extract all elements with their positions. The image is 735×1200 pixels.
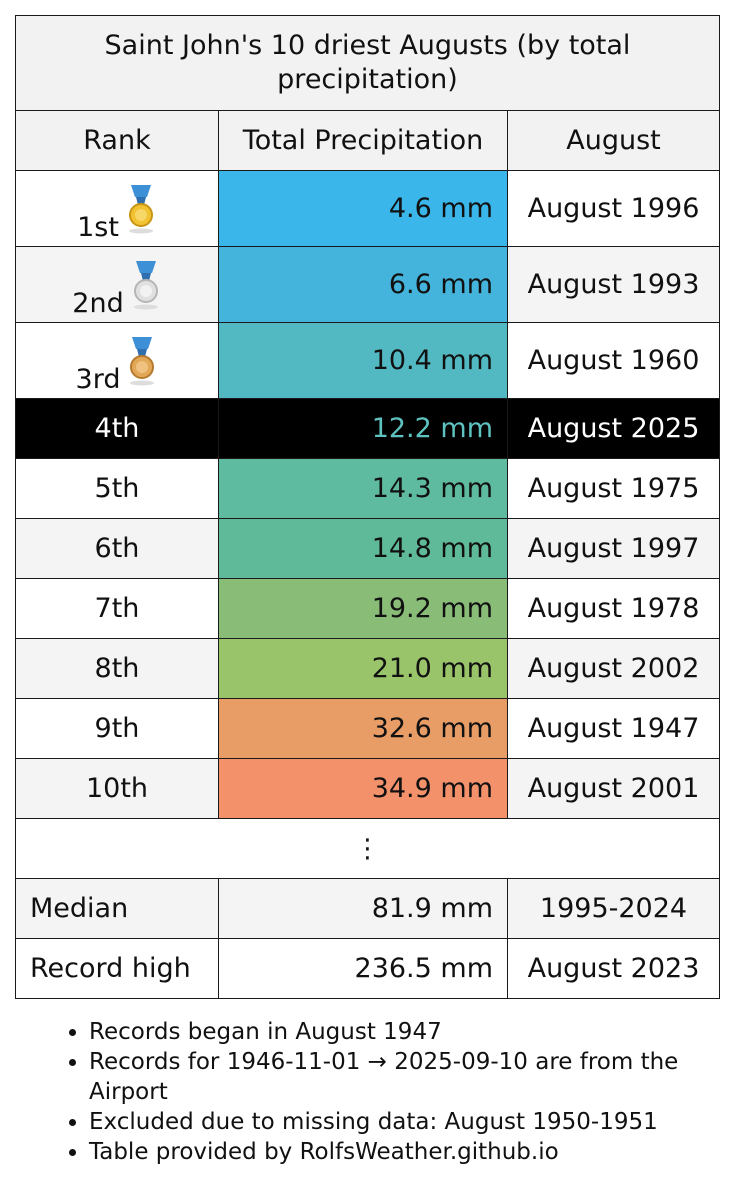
precipitation-cell: 19.2 mm — [218, 578, 508, 639]
footnote-item: Excluded due to missing data: August 195… — [89, 1107, 729, 1137]
table-row: 7th 19.2 mm August 1978 — [15, 578, 720, 639]
summary-precipitation: 236.5 mm — [218, 938, 508, 999]
rank-label: 3rd — [75, 363, 121, 395]
table-row: 8th 21.0 mm August 2002 — [15, 638, 720, 699]
summary-row-record-high: Record high 236.5 mm August 2023 — [15, 938, 720, 999]
month-cell: August 2002 — [507, 638, 720, 699]
summary-period: 1995-2024 — [507, 878, 720, 939]
vertical-ellipsis-icon: ⋮ — [15, 818, 720, 879]
rank-cell: 8th — [15, 638, 219, 699]
month-cell: August 1975 — [507, 458, 720, 519]
rank-cell: 10th — [15, 758, 219, 819]
table-row: 2nd 6.6 mm August 1993 — [15, 246, 720, 323]
rank-cell: 2nd — [15, 246, 219, 323]
precipitation-cell: 12.2 mm — [218, 398, 508, 459]
rank-column-header: Rank — [15, 110, 219, 171]
gold-medal-icon — [128, 184, 153, 233]
precipitation-cell: 21.0 mm — [218, 638, 508, 699]
summary-row-median: Median 81.9 mm 1995-2024 — [15, 878, 720, 939]
precipitation-cell: 4.6 mm — [218, 170, 508, 247]
month-cell: August 2001 — [507, 758, 720, 819]
footnotes-list: Records began in August 1947 Records for… — [15, 1017, 729, 1167]
rank-cell: 9th — [15, 698, 219, 759]
table-row: 10th 34.9 mm August 2001 — [15, 758, 720, 819]
summary-label: Record high — [15, 938, 219, 999]
table-row: 9th 32.6 mm August 1947 — [15, 698, 720, 759]
ellipsis-row: ⋮ — [15, 818, 720, 879]
month-cell: August 1996 — [507, 170, 720, 247]
rank-cell: 7th — [15, 578, 219, 639]
precipitation-column-header: Total Precipitation — [218, 110, 508, 171]
rank-cell: 6th — [15, 518, 219, 579]
precipitation-cell: 32.6 mm — [218, 698, 508, 759]
rank-label: 1st — [77, 211, 119, 243]
table-row: 6th 14.8 mm August 1997 — [15, 518, 720, 579]
rank-cell: 5th — [15, 458, 219, 519]
table-row-highlighted: 4th 12.2 mm August 2025 — [15, 398, 720, 459]
precipitation-cell: 14.3 mm — [218, 458, 508, 519]
month-cell: August 2025 — [507, 398, 720, 459]
driest-augusts-table: Saint John's 10 driest Augusts (by total… — [15, 15, 720, 999]
month-cell: August 1960 — [507, 322, 720, 399]
summary-period: August 2023 — [507, 938, 720, 999]
table-row: 3rd 10.4 mm August 1960 — [15, 322, 720, 399]
footnote-item: Records began in August 1947 — [89, 1017, 729, 1047]
table-row: 1st 4.6 mm August 1996 — [15, 170, 720, 247]
table-row: 5th 14.3 mm August 1975 — [15, 458, 720, 519]
bronze-medal-icon — [130, 336, 155, 385]
summary-precipitation: 81.9 mm — [218, 878, 508, 939]
rank-cell: 4th — [15, 398, 219, 459]
precipitation-cell: 6.6 mm — [218, 246, 508, 323]
precipitation-cell: 34.9 mm — [218, 758, 508, 819]
month-cell: August 1997 — [507, 518, 720, 579]
month-cell: August 1993 — [507, 246, 720, 323]
rank-cell: 3rd — [15, 322, 219, 399]
summary-label: Median — [15, 878, 219, 939]
footnote-item: Records for 1946-11-01 → 2025-09-10 are … — [89, 1047, 729, 1107]
table-title: Saint John's 10 driest Augusts (by total… — [15, 15, 720, 111]
rank-label: 2nd — [72, 287, 124, 319]
precipitation-cell: 14.8 mm — [218, 518, 508, 579]
footnote-item: Table provided by RolfsWeather.github.io — [89, 1137, 729, 1167]
precipitation-cell: 10.4 mm — [218, 322, 508, 399]
month-cell: August 1978 — [507, 578, 720, 639]
month-cell: August 1947 — [507, 698, 720, 759]
month-column-header: August — [507, 110, 720, 171]
silver-medal-icon — [133, 260, 158, 309]
rank-cell: 1st — [15, 170, 219, 247]
